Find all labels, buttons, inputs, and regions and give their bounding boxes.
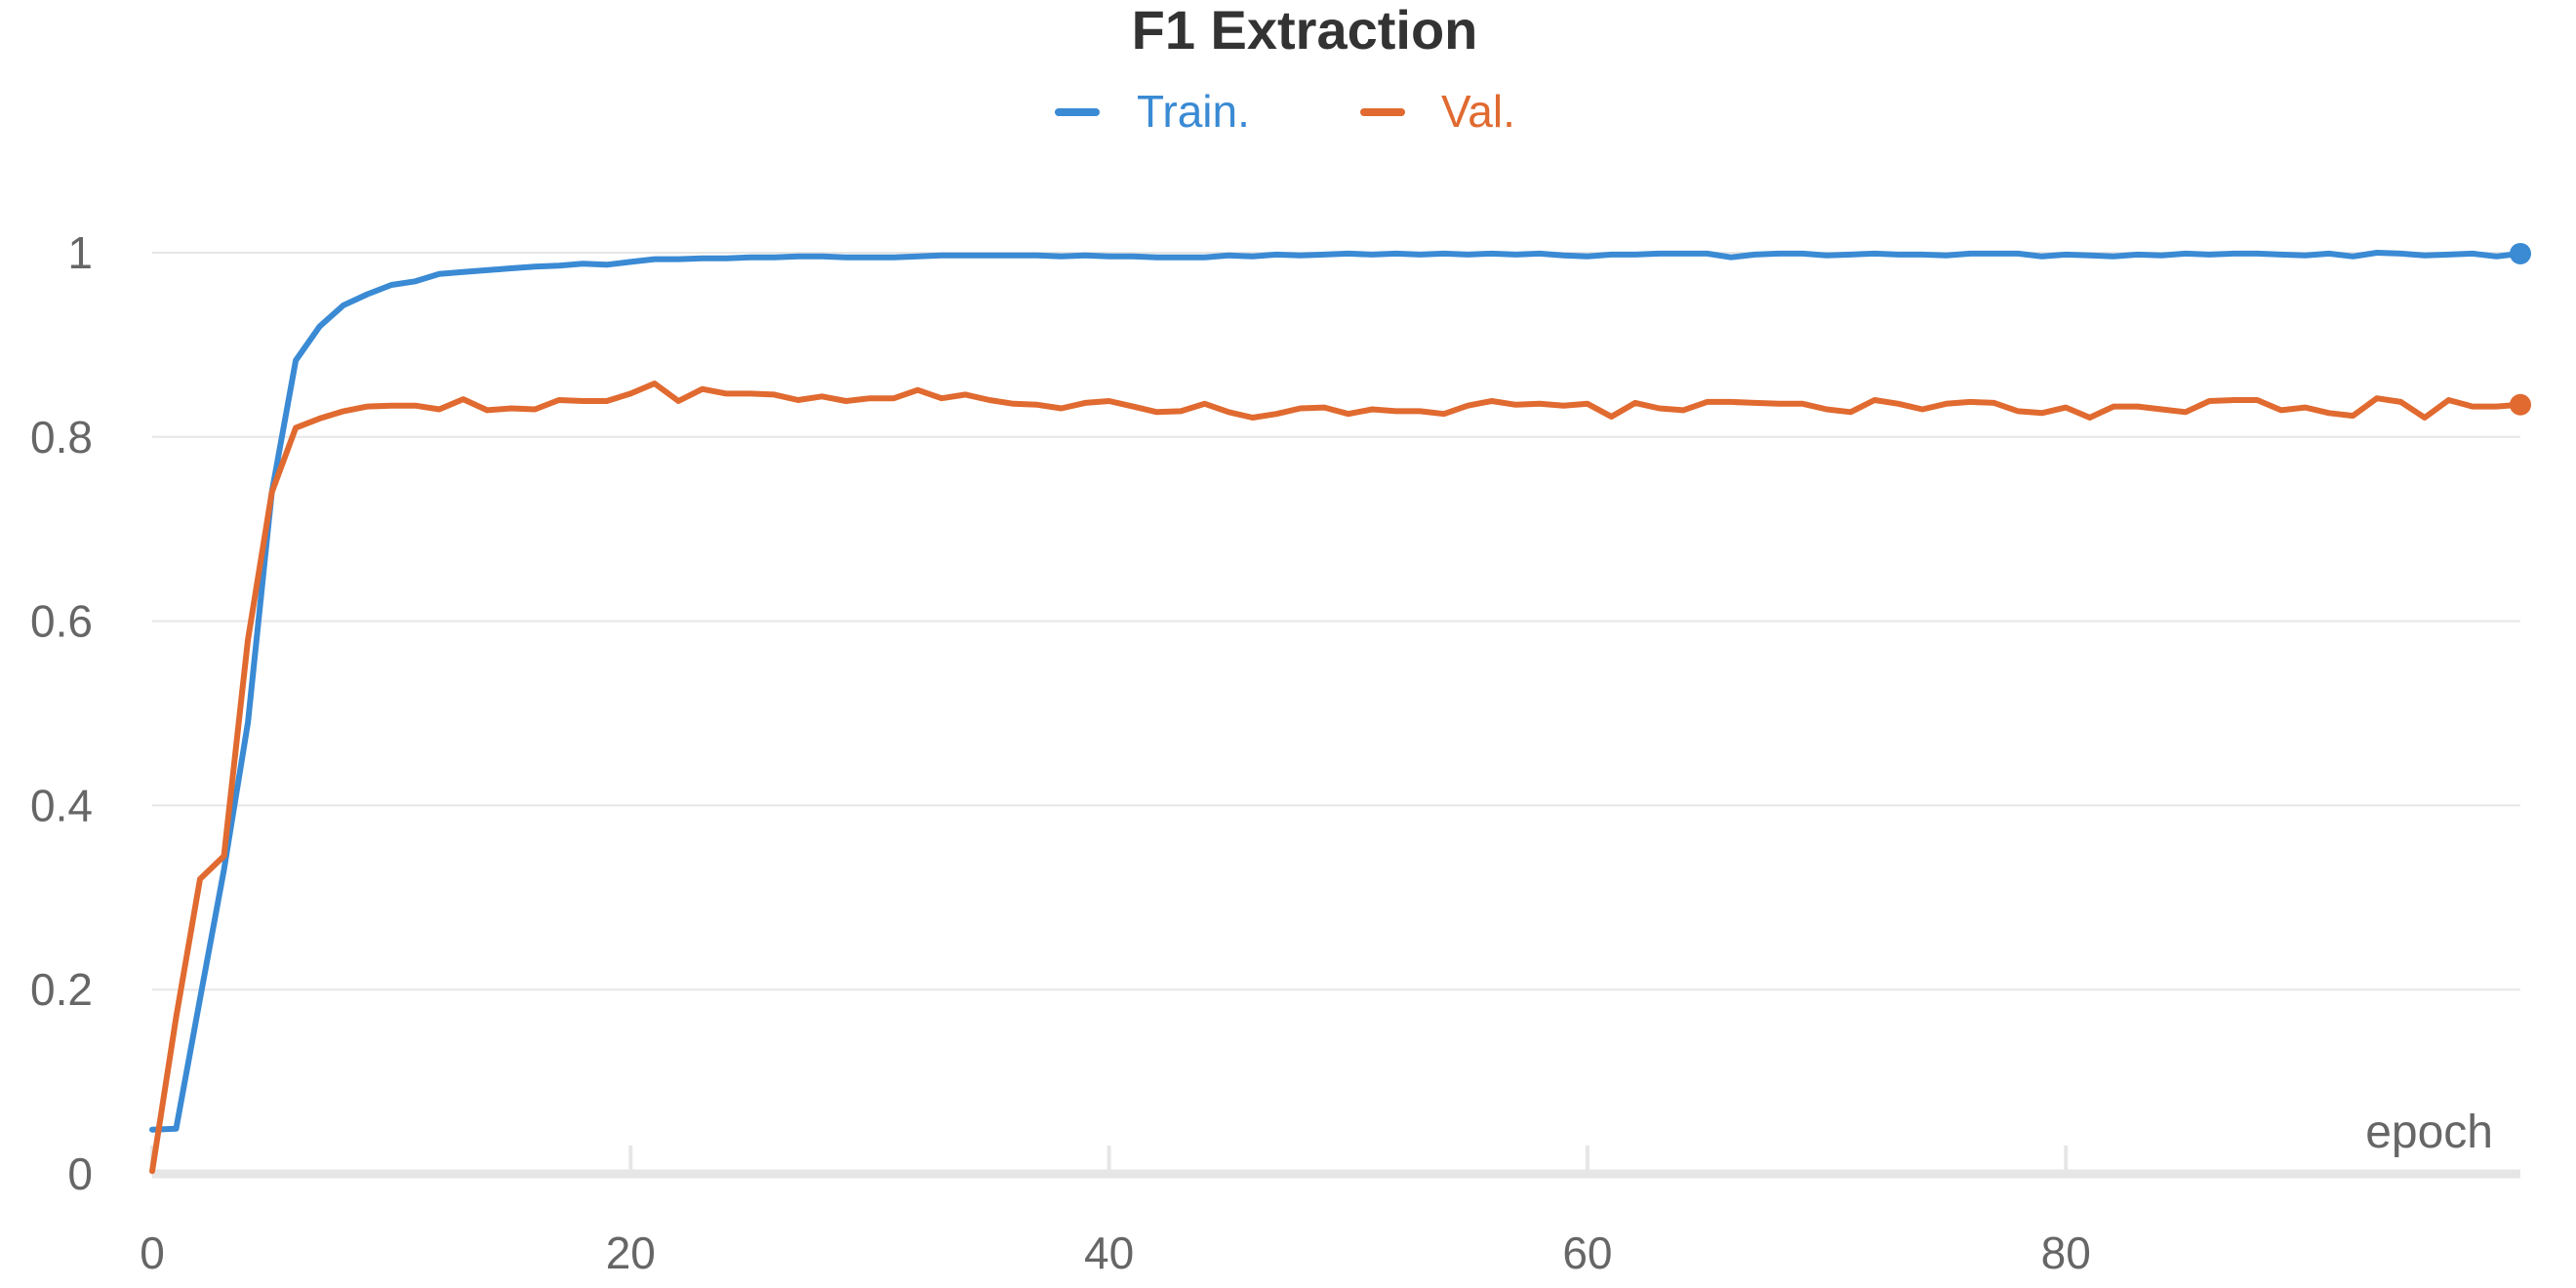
x-tick-label: 20 [606,1228,656,1278]
chart-legend: Train. Val. [1055,86,1515,137]
legend-label: Train. [1137,86,1250,137]
x-tick-label: 60 [1562,1228,1612,1278]
y-tick-label: 0.6 [30,596,93,647]
x-tick-label: 40 [1084,1228,1134,1278]
x-axis-title: epoch [2365,1107,2493,1158]
series-line-train [149,250,2523,1133]
series-group [149,242,2531,1175]
legend-item-train[interactable]: Train. [1055,86,1250,137]
y-tick-label: 1 [67,227,93,278]
y-tick-label: 0 [67,1148,93,1199]
legend-item-val[interactable]: Val. [1360,86,1515,137]
series-line-val [149,381,2523,1175]
y-axis: 0 0.2 0.4 0.6 0.8 1 [30,227,93,1199]
x-tick-label: 80 [2041,1228,2091,1278]
x-tick-label: 0 [140,1228,165,1278]
legend-label: Val. [1441,86,1515,137]
x-axis: 0 20 40 60 80 [140,1146,2520,1278]
y-tick-label: 0.8 [30,412,93,463]
y-tick-label: 0.4 [30,780,93,830]
chart-title: F1 Extraction [1132,0,1478,60]
y-tick-label: 0.2 [30,964,93,1015]
series-end-point-val [2510,393,2531,416]
gridlines [152,252,2520,991]
series-end-point-train [2510,242,2531,264]
